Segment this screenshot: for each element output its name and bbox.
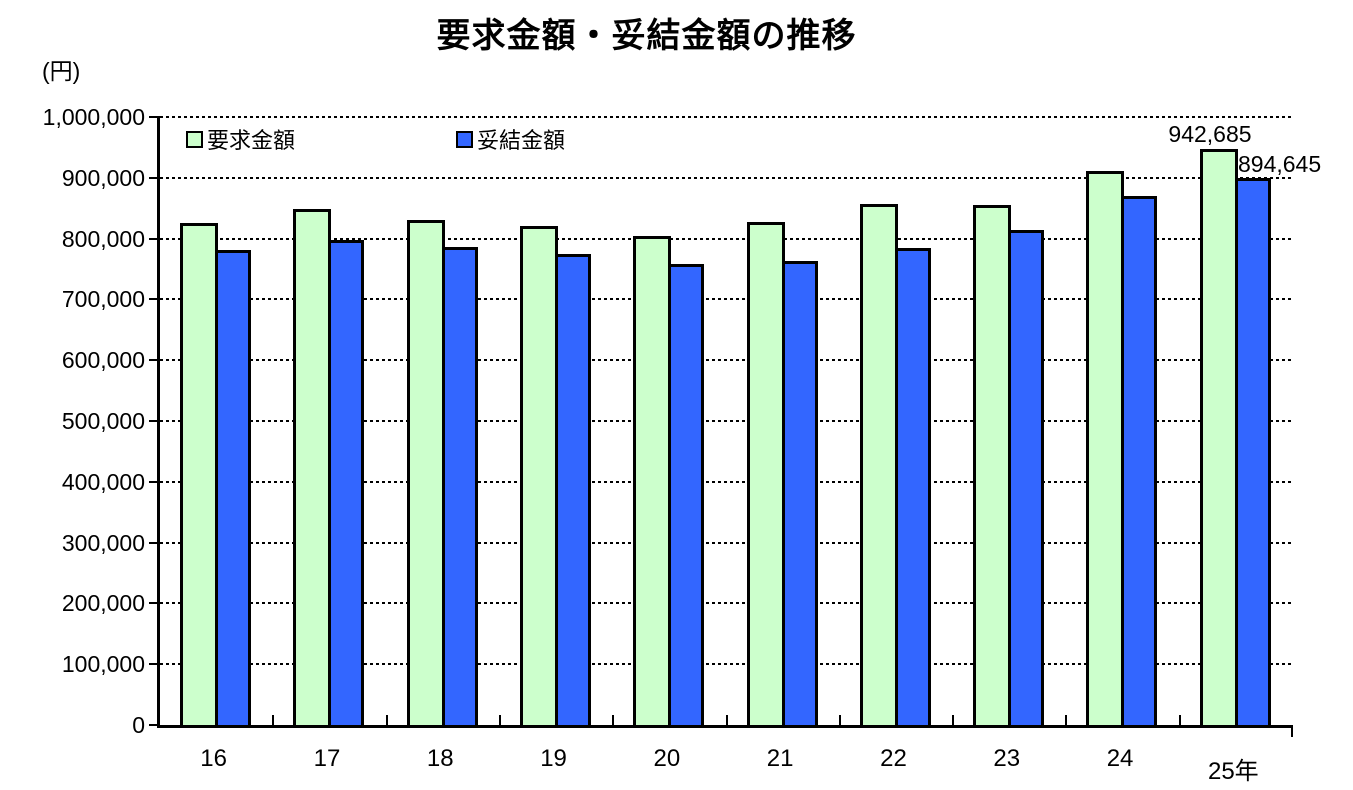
plot-area: 要求金額 妥結金額 942,685 894,645 [149, 116, 1321, 737]
bar-requested-17 [293, 209, 332, 725]
y-axis-tick [149, 420, 160, 422]
bar-settled-20 [668, 264, 705, 725]
x-axis-label-22: 22 [880, 745, 907, 772]
x-axis-label-21: 21 [766, 745, 794, 772]
x-axis-end-tick [1291, 725, 1293, 737]
gridline [160, 237, 1293, 240]
y-axis-tick-label: 900,000 [61, 164, 145, 191]
gridline [160, 541, 1293, 544]
bar-settled-17 [328, 240, 365, 725]
x-axis-label-25年: 25年 [1207, 758, 1259, 785]
bar-requested-16 [180, 223, 218, 725]
bar-settled-24 [1121, 196, 1158, 725]
chart-title: 要求金額・妥結金額の推移 [436, 17, 857, 55]
y-axis-tick-label: 0 [132, 712, 145, 738]
y-axis-tick-label: 800,000 [61, 225, 145, 252]
datalabel-settled-25: 894,645 [1238, 151, 1322, 177]
y-axis-tick [149, 663, 160, 666]
x-axis-label-16: 16 [200, 745, 227, 772]
x-axis-boundary-tick [725, 715, 728, 725]
bar-settled-21 [781, 261, 818, 725]
bar-requested-18 [406, 220, 445, 725]
legend-item-settled: 妥結金額 [456, 123, 565, 155]
bar-settled-16 [215, 250, 251, 725]
x-axis-label-24: 24 [1106, 745, 1134, 772]
gridline [160, 359, 1293, 362]
datalabel-requested-25: 942,685 [1168, 121, 1252, 147]
bar-requested-22 [859, 204, 898, 725]
y-axis-tick [149, 480, 160, 483]
y-axis-tick [149, 237, 160, 240]
bar-requested-21 [746, 222, 785, 725]
y-axis-tick [149, 541, 160, 544]
gridline [160, 663, 1293, 666]
y-axis-tick-label: 100,000 [61, 651, 145, 678]
y-axis-tick [149, 602, 160, 605]
x-axis-boundary-tick [952, 715, 955, 725]
gridline [160, 176, 1293, 179]
gridline [160, 602, 1293, 605]
gridline [160, 420, 1293, 422]
y-axis-tick-label: 200,000 [61, 590, 145, 617]
x-axis-label-17: 17 [313, 745, 341, 772]
x-axis-label-23: 23 [993, 745, 1021, 772]
x-axis-boundary-tick [498, 715, 501, 725]
x-axis-boundary-tick [272, 715, 275, 725]
y-axis-tick [149, 359, 160, 362]
y-axis-tick-labels: 1,000,000 900,000 800,000 700,000 600,000 500… [0, 104, 145, 738]
bar-settled-22 [894, 248, 931, 725]
x-axis-boundary-tick [1178, 715, 1181, 725]
y-axis-tick [149, 724, 160, 726]
bar-settled-18 [441, 247, 478, 725]
y-axis-tick-label: 400,000 [61, 468, 145, 495]
settled-legend-swatch [456, 130, 473, 148]
x-axis-boundary-tick [385, 715, 388, 725]
bar-settled-19 [554, 254, 591, 725]
y-axis-tick [149, 298, 160, 301]
y-axis-unit-label: (円) [42, 58, 81, 84]
bar-requested-23 [973, 205, 1012, 725]
bar-requested-24 [1086, 171, 1125, 725]
gridline [160, 298, 1293, 301]
y-axis-tick [149, 116, 160, 118]
gridline [160, 480, 1293, 483]
requested-legend-swatch [186, 130, 203, 148]
bar-settled-25年 [1234, 178, 1271, 725]
bar-requested-25年 [1199, 149, 1238, 725]
x-axis-labels: 16 17 18 19 20 21 22 23 24 25年 [157, 738, 1290, 785]
y-axis-tick-label: 700,000 [61, 286, 145, 313]
y-axis-tick [149, 176, 160, 179]
y-axis-tick-label: 1,000,000 [42, 104, 145, 130]
x-axis-label-19: 19 [540, 745, 567, 772]
y-axis-tick-label: 600,000 [61, 347, 145, 374]
x-axis-boundary-tick [838, 715, 841, 725]
x-axis-label-20: 20 [653, 745, 681, 772]
bar-settled-23 [1008, 230, 1045, 725]
bar-requested-20 [633, 236, 672, 725]
legend-item-requested: 要求金額 [186, 123, 295, 155]
x-axis-boundary-tick [612, 715, 615, 725]
bar-requested-19 [519, 226, 558, 725]
gridline [160, 116, 1293, 118]
requested-legend-label: 要求金額 [207, 128, 296, 153]
settled-legend-label: 妥結金額 [477, 128, 566, 153]
y-axis-tick-label: 300,000 [61, 529, 145, 556]
x-axis-label-18: 18 [426, 745, 454, 772]
x-axis-boundary-tick [1065, 715, 1068, 725]
y-axis-tick-label: 500,000 [61, 408, 145, 434]
